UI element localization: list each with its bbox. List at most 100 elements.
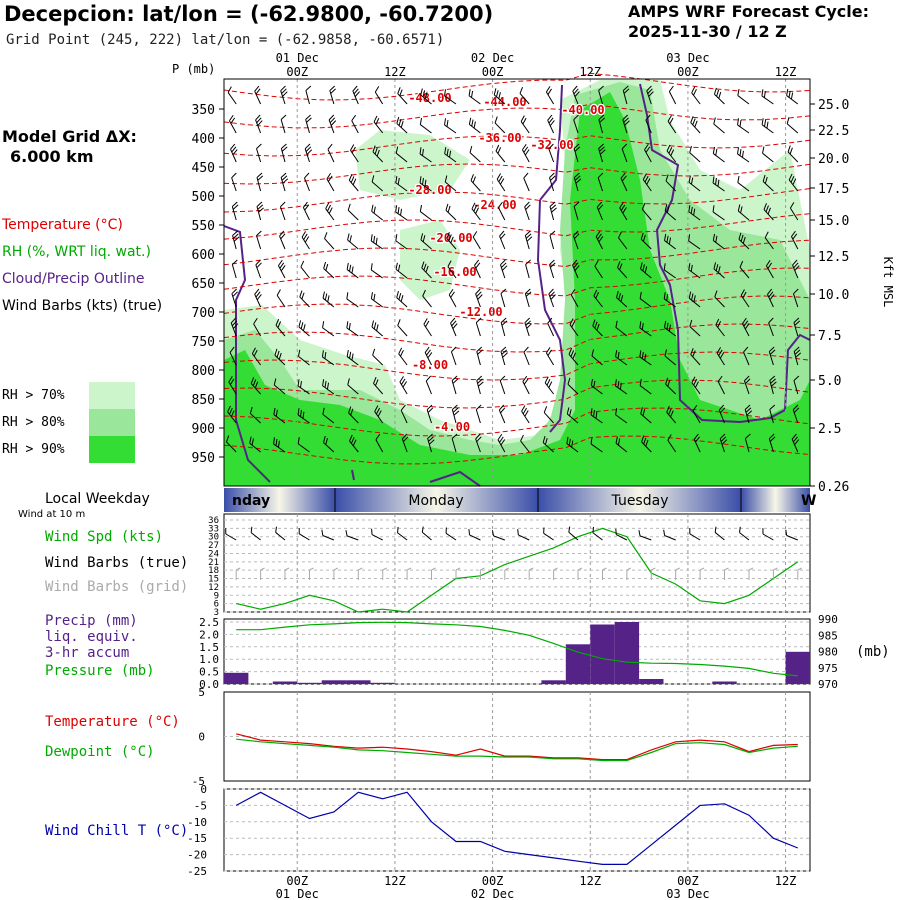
isotherm-line xyxy=(223,267,811,297)
wind-barb-flag xyxy=(229,114,234,122)
wind-barb-flag xyxy=(252,379,257,387)
wind-barb-flag xyxy=(692,405,698,412)
wind-barb-shaft xyxy=(371,326,384,337)
wind-barb-flag xyxy=(476,375,483,381)
wind-barb-flag xyxy=(573,262,579,269)
wind-barb xyxy=(446,232,457,250)
wind-speed-tick-label: 21 xyxy=(208,558,219,568)
wind-barb-flag xyxy=(350,437,355,444)
wind-barb-shaft xyxy=(468,95,481,105)
wind-barb-flag xyxy=(373,322,377,330)
wind-barb xyxy=(276,289,286,308)
wind-barb-flag xyxy=(616,291,619,298)
wind-barb-shaft xyxy=(400,410,408,424)
wind-barb-flag xyxy=(569,409,572,417)
pressure-tick-label: 970 xyxy=(818,678,838,691)
wind-barb xyxy=(621,143,628,163)
wind-barb-flag xyxy=(302,411,305,419)
wind-barb xyxy=(425,375,432,395)
wind-barb xyxy=(522,375,530,395)
wind-barb xyxy=(321,350,335,366)
wind-speed-tick-label: 30 xyxy=(208,533,219,543)
wind-barb xyxy=(322,379,335,395)
wind-barb-flag xyxy=(280,85,286,92)
wind-barb-flag xyxy=(523,172,529,179)
wind-barb-shaft xyxy=(792,264,799,279)
wind-barb xyxy=(468,89,481,105)
barb-flag xyxy=(431,567,436,571)
wind-barb xyxy=(304,143,313,163)
wind-barb-shaft xyxy=(616,297,628,308)
wind-barb-flag xyxy=(254,288,260,295)
wind-barb xyxy=(793,317,801,337)
wind-barb xyxy=(570,288,579,308)
wind-barb-flag xyxy=(764,176,768,184)
wind-barb-flag xyxy=(255,114,261,121)
wind-barb xyxy=(475,433,482,453)
wind-barb-shaft xyxy=(251,353,262,366)
weekday-label-sunday: nday xyxy=(232,493,270,509)
height-tick-label: 10.0 xyxy=(818,288,849,303)
wind-barb-flag xyxy=(375,379,379,386)
pressure-tick-label: 985 xyxy=(818,629,838,642)
wind-barb-shaft xyxy=(598,119,603,134)
wind-barb xyxy=(767,288,775,308)
wind-barb xyxy=(273,407,286,424)
wind-barb-flag xyxy=(739,260,744,268)
wind-barb xyxy=(305,85,312,105)
wind-barb xyxy=(592,319,603,337)
wind-barb xyxy=(423,318,432,337)
wind-barb-flag xyxy=(422,90,426,98)
wind-barb-shaft xyxy=(572,90,579,105)
wind-barb xyxy=(497,433,506,453)
wind-barb-flag xyxy=(497,433,503,441)
wind-barb-flag xyxy=(642,234,646,242)
wind-barb-flag xyxy=(322,291,325,299)
wind-barb-flag xyxy=(230,410,235,417)
isotherm-label: -44.00 xyxy=(483,95,526,109)
wind-barb-shaft xyxy=(298,355,310,366)
wind-barb-shaft xyxy=(420,94,432,105)
wind-barb xyxy=(231,288,238,308)
wind-barb-flag xyxy=(501,320,508,326)
wind-barb-flag xyxy=(525,291,532,297)
surface-wind-barb-grid xyxy=(772,567,778,580)
wind-barb-flag xyxy=(471,119,474,127)
wind-barb xyxy=(256,143,262,163)
wind-barb xyxy=(231,172,237,192)
forecast-cycle: AMPS WRF Forecast Cycle: 2025-11-30 / 12… xyxy=(628,2,869,42)
wind-barb-flag xyxy=(451,346,457,353)
wind-barb xyxy=(664,349,677,366)
pressure-tick-label: 980 xyxy=(818,646,838,659)
wind-barb-flag xyxy=(615,436,618,444)
wind-barb-shaft xyxy=(475,322,481,337)
wind-barb xyxy=(328,114,337,134)
wind-barb-flag xyxy=(715,264,719,271)
wind-barb-flag xyxy=(397,264,401,272)
wind-barb xyxy=(280,172,289,192)
wind-barb-flag xyxy=(397,87,401,94)
barb-flag xyxy=(358,567,363,571)
weekday-segment-monday xyxy=(335,488,538,512)
wind-barb-flag xyxy=(449,150,452,158)
wind-barb-shaft xyxy=(712,211,725,221)
top-time-tick-label: 12Z xyxy=(384,65,406,79)
surface-wind-barb-true xyxy=(275,526,286,541)
wind-barb-flag xyxy=(304,236,310,243)
wind-barb-flag xyxy=(761,89,764,97)
barb-flag xyxy=(663,529,666,536)
wind-barb-flag xyxy=(522,117,527,125)
wind-barb-flag xyxy=(793,407,800,413)
wind-barb xyxy=(322,321,335,337)
wind-barb xyxy=(299,290,310,308)
wind-barb-flag xyxy=(448,288,454,296)
wind-barb-shaft xyxy=(322,327,335,337)
wind-barb-flag xyxy=(666,322,669,330)
wind-barb-flag xyxy=(549,120,555,127)
wind-barb-shaft xyxy=(542,442,554,453)
wind-barb-flag xyxy=(788,173,793,181)
wind-barb-flag xyxy=(498,175,503,183)
wind-barb-flag xyxy=(740,289,745,296)
wind-barb-flag xyxy=(476,436,482,443)
